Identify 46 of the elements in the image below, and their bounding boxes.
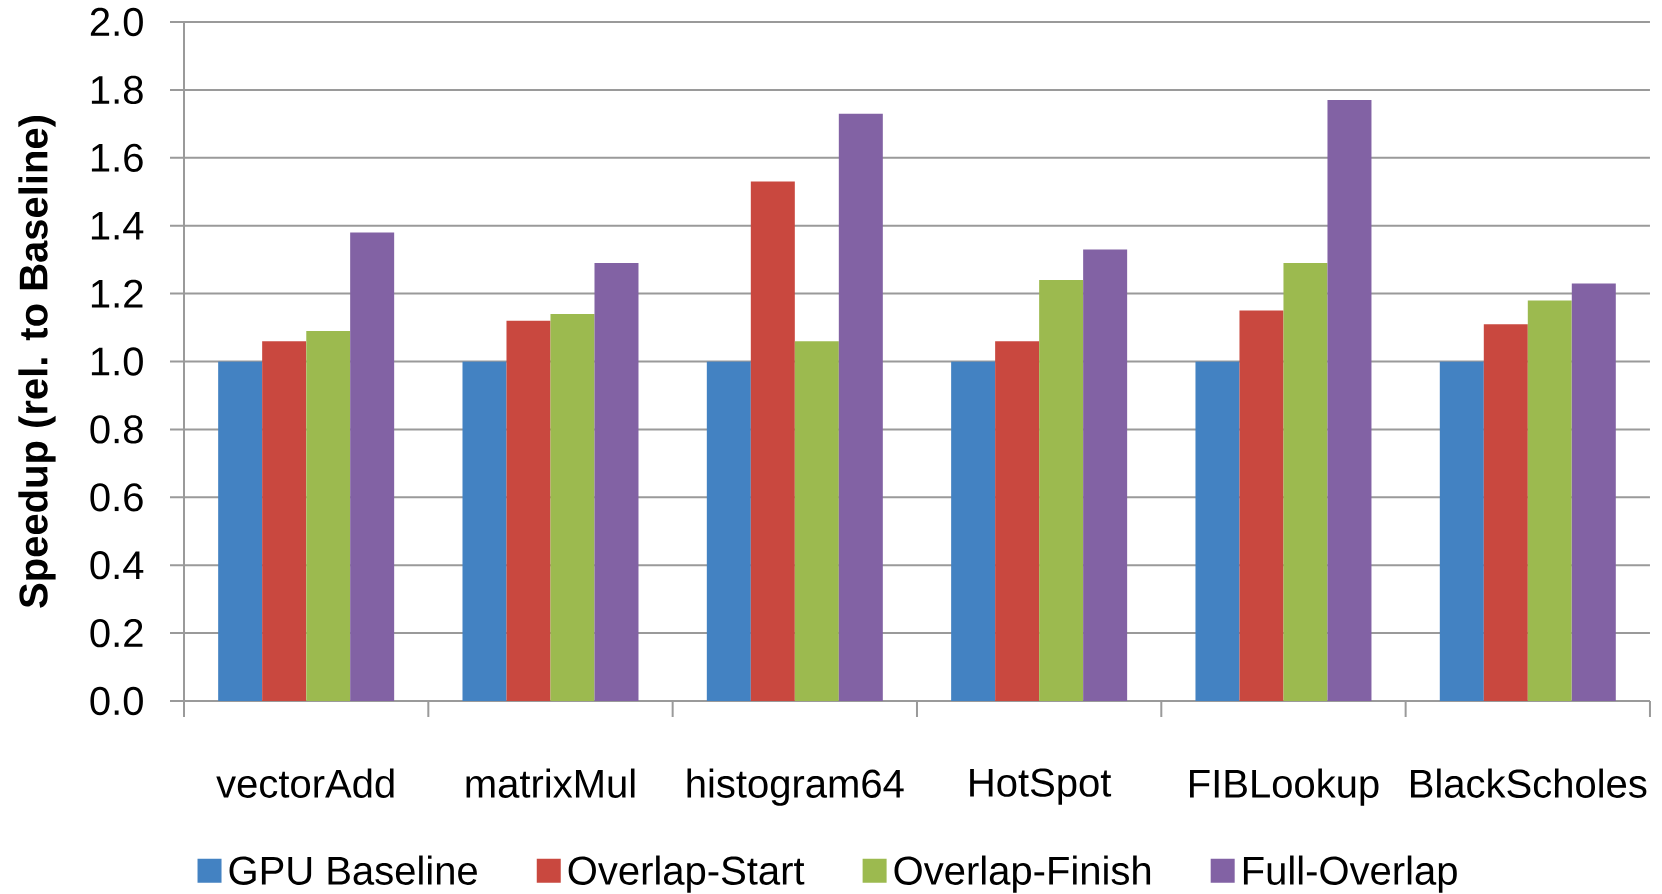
bar	[594, 263, 639, 701]
bar	[1195, 361, 1240, 701]
bar	[1039, 280, 1084, 701]
y-tick-label: 0.2	[90, 618, 143, 648]
bar	[550, 313, 595, 701]
legend-label: GPU Baseline	[229, 855, 477, 885]
y-tick-label: 0.6	[90, 483, 143, 512]
y-axis-title: Speedup (rel. to Baseline)	[18, 116, 56, 608]
y-tick-label: 0.0	[90, 686, 143, 716]
x-tick-label: vectorAdd	[216, 768, 394, 798]
legend-label: Overlap-Start	[568, 855, 805, 893]
bar	[951, 361, 996, 701]
bar	[1571, 283, 1616, 701]
x-tick-label: BlackScholes	[1411, 768, 1647, 798]
y-tick-label: 1.2	[91, 279, 143, 308]
y-tick-label: 1.6	[91, 143, 143, 172]
x-tick-label: matrixMul	[466, 768, 635, 798]
legend-label: Full-Overlap	[1243, 855, 1457, 893]
y-tick-label: 0.8	[90, 415, 143, 444]
bar	[838, 113, 883, 701]
y-tick-label: 1.4	[91, 211, 144, 240]
bar	[262, 341, 307, 701]
legend-label: Overlap-Finish	[894, 855, 1151, 893]
x-tick-label: HotSpot	[970, 768, 1112, 805]
y-tick-label: 2.0	[90, 7, 143, 37]
bar	[750, 181, 795, 701]
bar	[306, 330, 351, 701]
bar	[1439, 361, 1484, 701]
bar	[218, 361, 263, 701]
y-tick-label: 0.4	[90, 551, 144, 580]
x-tick-label: histogram64	[687, 768, 904, 806]
y-tick-label: 1.8	[91, 75, 143, 105]
bar	[995, 341, 1040, 701]
bar	[462, 361, 507, 701]
bar	[1083, 249, 1128, 701]
x-tick-label: FIBLookup	[1190, 768, 1379, 806]
bar	[794, 341, 839, 701]
bar	[1283, 263, 1328, 701]
bar	[1527, 300, 1572, 701]
bar	[1239, 310, 1284, 701]
bar	[350, 232, 395, 701]
bar	[706, 361, 751, 701]
bar	[1483, 324, 1528, 701]
y-tick-label: 1.0	[91, 347, 143, 376]
bar	[506, 320, 551, 701]
bar	[1327, 100, 1372, 701]
